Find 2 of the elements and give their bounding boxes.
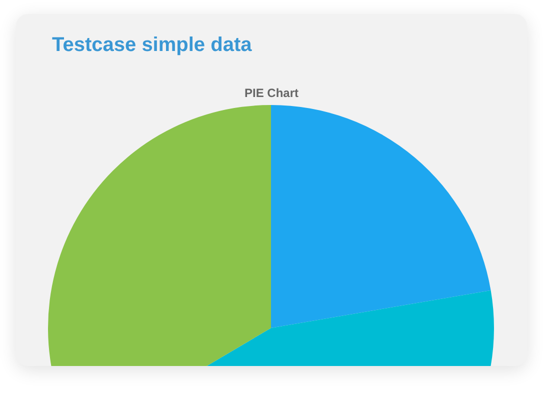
- chart-title: Testcase simple data: [52, 34, 253, 56]
- chart-subtitle: PIE Chart: [244, 86, 299, 100]
